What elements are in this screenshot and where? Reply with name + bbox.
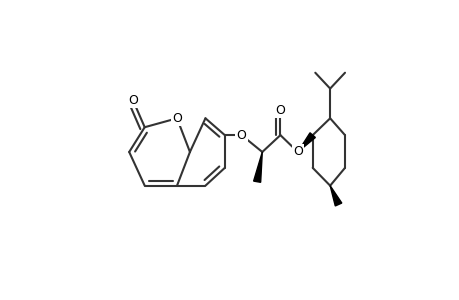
Text: O: O bbox=[292, 146, 302, 158]
Text: O: O bbox=[275, 104, 285, 117]
Text: O: O bbox=[236, 129, 246, 142]
Text: O: O bbox=[172, 112, 182, 125]
Polygon shape bbox=[330, 186, 341, 206]
Text: O: O bbox=[128, 94, 138, 107]
Polygon shape bbox=[253, 152, 262, 182]
Polygon shape bbox=[297, 133, 315, 152]
